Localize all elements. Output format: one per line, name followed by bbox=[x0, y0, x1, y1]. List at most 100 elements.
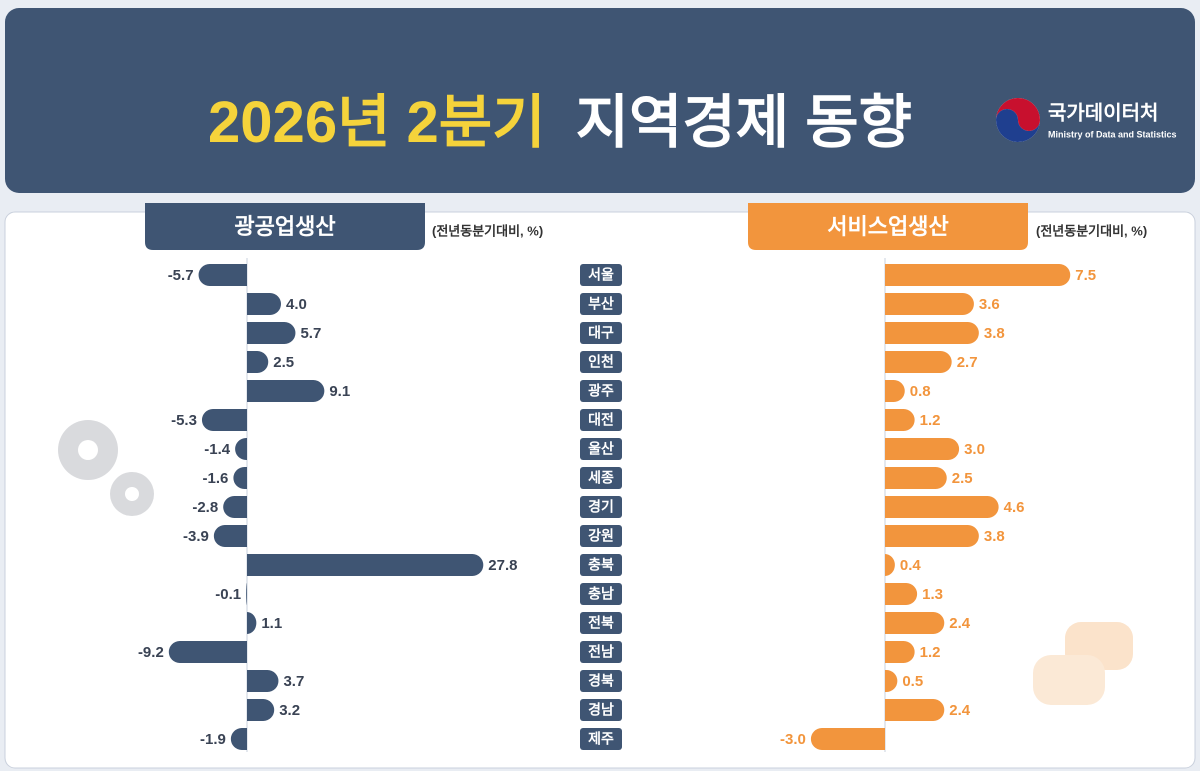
category-label: 충남 bbox=[588, 586, 614, 602]
category-label: 부산 bbox=[588, 296, 614, 312]
value-label: 7.5 bbox=[1075, 267, 1096, 284]
bar bbox=[213, 525, 247, 547]
value-label: 2.4 bbox=[949, 615, 971, 632]
category-box bbox=[580, 351, 622, 373]
value-label: 3.0 bbox=[964, 441, 985, 458]
value-label: -9.2 bbox=[138, 644, 164, 661]
category-label: 강원 bbox=[588, 528, 614, 544]
value-label: 5.7 bbox=[300, 325, 321, 342]
category-box bbox=[580, 264, 622, 286]
category-box bbox=[580, 554, 622, 576]
bar bbox=[885, 438, 960, 460]
value-label: 3.6 bbox=[979, 296, 1000, 313]
category-box bbox=[580, 670, 622, 692]
value-label: 1.3 bbox=[922, 586, 943, 603]
category-label: 제주 bbox=[588, 731, 614, 747]
left-series-name: 광공업생산 bbox=[234, 214, 335, 239]
category-label: 서울 bbox=[588, 267, 614, 283]
bar bbox=[885, 641, 915, 663]
bar bbox=[885, 351, 952, 373]
value-label: -5.3 bbox=[171, 412, 197, 429]
category-box bbox=[580, 583, 622, 605]
category-box bbox=[580, 525, 622, 547]
value-label: 4.0 bbox=[286, 296, 307, 313]
category-box bbox=[580, 293, 622, 315]
logo-name: 국가데이터처 bbox=[1048, 101, 1158, 124]
value-label: 2.5 bbox=[273, 354, 294, 371]
header bbox=[5, 8, 1195, 193]
bar bbox=[235, 438, 247, 460]
value-label: 1.2 bbox=[920, 412, 941, 429]
bar bbox=[247, 670, 279, 692]
bar bbox=[885, 612, 945, 634]
logo-blue bbox=[996, 109, 1040, 142]
value-label: 3.7 bbox=[283, 673, 304, 690]
bar bbox=[885, 322, 979, 344]
logo: 국가데이터처 Ministry of Data and Statistics bbox=[996, 98, 1177, 142]
bar bbox=[885, 496, 999, 518]
category-box bbox=[580, 409, 622, 431]
bar bbox=[885, 525, 979, 547]
bar bbox=[885, 293, 974, 315]
category-label: 전북 bbox=[588, 615, 614, 631]
bar bbox=[885, 699, 945, 721]
value-label: 27.8 bbox=[488, 557, 517, 574]
gear-icons bbox=[58, 420, 154, 516]
category-label: 경북 bbox=[588, 673, 614, 689]
bar bbox=[247, 380, 325, 402]
category-label: 경남 bbox=[588, 702, 614, 718]
title-period: 2026년 2분기 bbox=[208, 90, 545, 155]
bar bbox=[247, 554, 484, 576]
category-label: 대전 bbox=[588, 412, 614, 428]
bar bbox=[230, 728, 247, 751]
value-label: -1.6 bbox=[203, 470, 229, 487]
bar bbox=[885, 409, 915, 431]
value-label: 2.4 bbox=[949, 702, 971, 719]
value-label: 4.6 bbox=[1004, 499, 1025, 516]
right-series-name: 서비스업생산 bbox=[827, 214, 948, 239]
value-label: 3.8 bbox=[984, 325, 1005, 342]
bar bbox=[885, 264, 1071, 286]
category-box bbox=[580, 728, 622, 750]
category-label: 대구 bbox=[588, 325, 614, 341]
category-label: 광주 bbox=[588, 383, 614, 399]
value-label: 2.5 bbox=[952, 470, 973, 487]
value-label: 3.8 bbox=[984, 528, 1005, 545]
value-label: 9.1 bbox=[329, 383, 350, 400]
value-label: -3.0 bbox=[780, 731, 806, 748]
value-label: 0.8 bbox=[910, 383, 931, 400]
gear-hole bbox=[125, 487, 139, 501]
chat-icons bbox=[1033, 622, 1133, 705]
gear-hole bbox=[78, 440, 98, 460]
category-box bbox=[580, 467, 622, 489]
right-unit: (전년동분기대비, %) bbox=[1036, 223, 1147, 238]
logo-red bbox=[996, 98, 1040, 131]
value-label: 2.7 bbox=[957, 354, 978, 371]
left-unit: (전년동분기대비, %) bbox=[432, 223, 543, 238]
bar bbox=[885, 583, 918, 605]
category-label: 세종 bbox=[588, 470, 614, 486]
bubble bbox=[1033, 655, 1105, 705]
bar bbox=[885, 670, 898, 692]
value-label: -2.8 bbox=[192, 499, 218, 516]
bar bbox=[198, 264, 247, 286]
bar bbox=[233, 467, 247, 489]
value-label: 1.2 bbox=[920, 644, 941, 661]
category-label: 인천 bbox=[588, 354, 614, 370]
value-label: -0.1 bbox=[215, 586, 241, 603]
bar bbox=[247, 612, 257, 634]
bar bbox=[246, 583, 247, 605]
value-label: 0.5 bbox=[902, 673, 923, 690]
bar bbox=[885, 467, 947, 489]
logo-english: Ministry of Data and Statistics bbox=[1048, 129, 1177, 139]
category-label: 전남 bbox=[588, 644, 614, 660]
bar bbox=[223, 496, 247, 518]
bar bbox=[247, 293, 281, 315]
bar bbox=[168, 641, 247, 663]
value-label: 0.4 bbox=[900, 557, 922, 574]
bar bbox=[247, 322, 296, 344]
category-box bbox=[580, 438, 622, 460]
left-tab bbox=[145, 203, 425, 250]
value-label: 3.2 bbox=[279, 702, 300, 719]
